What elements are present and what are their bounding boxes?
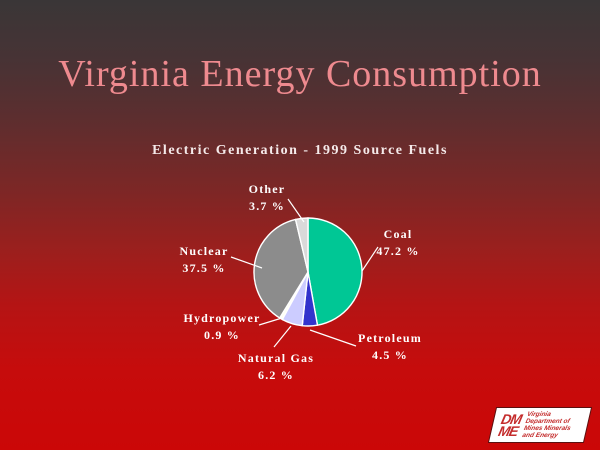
leader-line-coal — [361, 246, 379, 272]
leader-line-nuclear — [230, 256, 263, 269]
dmme-logo: DM ME Virginia Department of Mines Miner… — [489, 408, 591, 442]
leader-line-hydropower — [258, 317, 283, 326]
pie-label-other-name: Other — [248, 182, 286, 196]
leader-lines — [230, 198, 379, 348]
pie-label-other: Other 3.7 % — [249, 181, 286, 215]
dmme-logo-org-line-1: Virginia — [526, 411, 552, 418]
pie-label-hydropower: Hydropower 0.9 % — [183, 310, 260, 344]
slide-title: Virginia Energy Consumption — [58, 53, 542, 95]
dmme-logo-org-line-2: Department of — [524, 418, 571, 425]
pie-label-coal-name: Coal — [383, 227, 413, 241]
pie-label-natural-gas-name: Natural Gas — [237, 351, 315, 365]
dmme-logo-org-line-4: and Energy — [521, 432, 559, 439]
dmme-logo-org-name: Virginia Department of Mines Minerals an… — [522, 411, 575, 439]
dmme-logo-acronym: DM ME — [496, 411, 523, 439]
chart-title: Electric Generation - 1999 Source Fuels — [152, 143, 448, 158]
pie-label-natural-gas: Natural Gas 6.2 % — [238, 350, 314, 384]
pie-label-petroleum-value: 4.5 % — [372, 348, 408, 362]
pie-slice-coal — [307, 217, 363, 326]
pie-label-hydropower-name: Hydropower — [183, 311, 261, 325]
pie-label-petroleum: Petroleum 4.5 % — [358, 330, 422, 364]
pie-slice-nuclear — [253, 218, 309, 319]
pie-label-petroleum-name: Petroleum — [358, 331, 422, 345]
pie-label-coal: Coal 47.2 % — [376, 226, 419, 260]
dmme-logo-org-line-3: Mines Minerals — [523, 425, 572, 432]
pie-label-natural-gas-value: 6.2 % — [257, 368, 294, 382]
dmme-logo-acronym-bottom: ME — [496, 423, 520, 439]
pie-label-coal-value: 47.2 % — [376, 244, 420, 258]
pie-label-other-value: 3.7 % — [249, 199, 285, 213]
leader-line-other — [287, 198, 305, 223]
pie-label-nuclear-name: Nuclear — [179, 244, 229, 258]
leader-line-natural-gas — [273, 325, 292, 348]
pie-slices — [253, 217, 363, 327]
pie-label-nuclear: Nuclear 37.5 % — [179, 243, 228, 277]
pie-label-hydropower-value: 0.9 % — [203, 328, 240, 342]
leader-line-petroleum — [309, 329, 357, 347]
pie-label-nuclear-value: 37.5 % — [182, 261, 226, 275]
